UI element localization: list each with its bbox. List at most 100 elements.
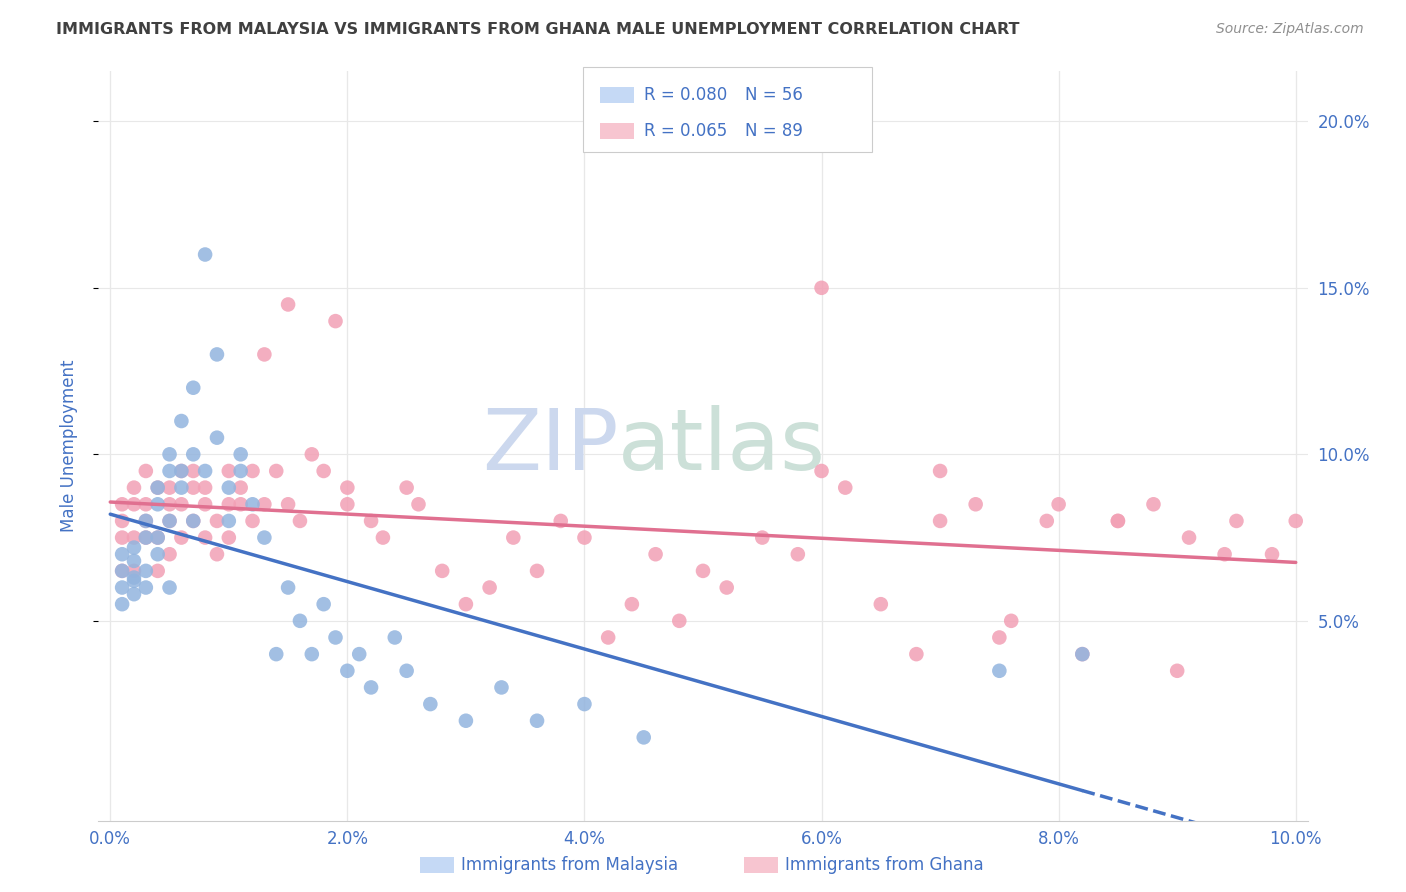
Point: [1285, 514, 1308, 528]
Point: [194, 531, 217, 545]
Point: [229, 447, 252, 461]
Point: [371, 531, 394, 545]
Point: [360, 514, 382, 528]
Point: [122, 531, 145, 545]
Point: [526, 564, 548, 578]
Point: [526, 714, 548, 728]
Point: [905, 647, 928, 661]
Point: [751, 531, 773, 545]
Point: [135, 514, 157, 528]
Point: [395, 481, 418, 495]
Point: [111, 597, 134, 611]
Point: [111, 531, 134, 545]
Point: [1166, 664, 1188, 678]
Point: [1036, 514, 1059, 528]
Point: [194, 497, 217, 511]
Point: [1071, 647, 1094, 661]
Point: [122, 554, 145, 568]
Point: [111, 514, 134, 528]
Point: [336, 481, 359, 495]
Point: [170, 531, 193, 545]
Text: atlas: atlas: [619, 404, 827, 488]
Point: [810, 464, 832, 478]
Point: [218, 464, 240, 478]
Point: [1142, 497, 1164, 511]
Point: [620, 597, 643, 611]
Point: [1261, 547, 1284, 561]
Point: [122, 570, 145, 584]
Point: [869, 597, 891, 611]
Point: [242, 497, 264, 511]
Point: [965, 497, 987, 511]
Point: [1213, 547, 1236, 561]
Point: [146, 564, 169, 578]
Point: [1178, 531, 1201, 545]
Point: [205, 547, 228, 561]
Text: R = 0.065: R = 0.065: [644, 122, 727, 140]
Point: [146, 497, 169, 511]
Point: [336, 664, 359, 678]
Point: [181, 514, 204, 528]
Point: [454, 714, 477, 728]
Point: [194, 481, 217, 495]
Point: [159, 464, 181, 478]
Point: [122, 564, 145, 578]
Point: [170, 414, 193, 428]
Point: [194, 247, 217, 261]
Point: [159, 581, 181, 595]
Point: [633, 731, 655, 745]
Point: [122, 541, 145, 555]
Point: [408, 497, 430, 511]
Point: [205, 514, 228, 528]
Point: [277, 581, 299, 595]
Point: [170, 464, 193, 478]
Point: [159, 497, 181, 511]
Point: [692, 564, 714, 578]
Point: [1071, 647, 1094, 661]
Point: [454, 597, 477, 611]
Point: [111, 547, 134, 561]
Point: [242, 464, 264, 478]
Point: [491, 681, 513, 695]
Point: [135, 464, 157, 478]
Point: [122, 574, 145, 588]
Point: [146, 481, 169, 495]
Point: [312, 464, 335, 478]
Point: [170, 497, 193, 511]
Text: Immigrants from Ghana: Immigrants from Ghana: [785, 856, 983, 874]
Point: [111, 581, 134, 595]
Point: [502, 531, 524, 545]
Point: [181, 514, 204, 528]
Point: [111, 564, 134, 578]
Point: [242, 514, 264, 528]
Point: [312, 597, 335, 611]
Point: [716, 581, 738, 595]
Point: [253, 531, 276, 545]
Point: [277, 497, 299, 511]
Point: [253, 497, 276, 511]
Point: [146, 531, 169, 545]
Point: [325, 631, 347, 645]
Point: [834, 481, 856, 495]
Point: [159, 514, 181, 528]
Point: [347, 647, 370, 661]
Point: [181, 447, 204, 461]
Point: [550, 514, 572, 528]
Point: [146, 531, 169, 545]
Point: [325, 314, 347, 328]
Point: [288, 614, 311, 628]
Point: [181, 481, 204, 495]
Text: R = 0.080: R = 0.080: [644, 86, 727, 103]
Point: [159, 447, 181, 461]
Point: [159, 514, 181, 528]
Point: [264, 464, 287, 478]
Point: [218, 514, 240, 528]
Point: [135, 531, 157, 545]
Point: [135, 581, 157, 595]
Y-axis label: Male Unemployment: Male Unemployment: [59, 359, 77, 533]
Point: [1047, 497, 1070, 511]
Point: [574, 697, 596, 711]
Text: Source: ZipAtlas.com: Source: ZipAtlas.com: [1216, 22, 1364, 37]
Point: [181, 464, 204, 478]
Point: [288, 514, 311, 528]
